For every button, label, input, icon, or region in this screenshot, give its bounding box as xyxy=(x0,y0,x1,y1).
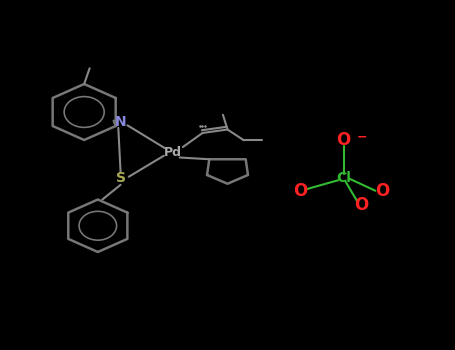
Text: Pd: Pd xyxy=(164,146,182,159)
Text: S: S xyxy=(116,172,126,186)
Text: −: − xyxy=(356,131,367,144)
Text: O: O xyxy=(336,131,351,149)
Text: O: O xyxy=(375,182,389,200)
Text: O: O xyxy=(293,182,308,200)
Text: O: O xyxy=(354,196,369,214)
Text: N: N xyxy=(115,116,126,130)
Text: Cl: Cl xyxy=(336,172,351,186)
